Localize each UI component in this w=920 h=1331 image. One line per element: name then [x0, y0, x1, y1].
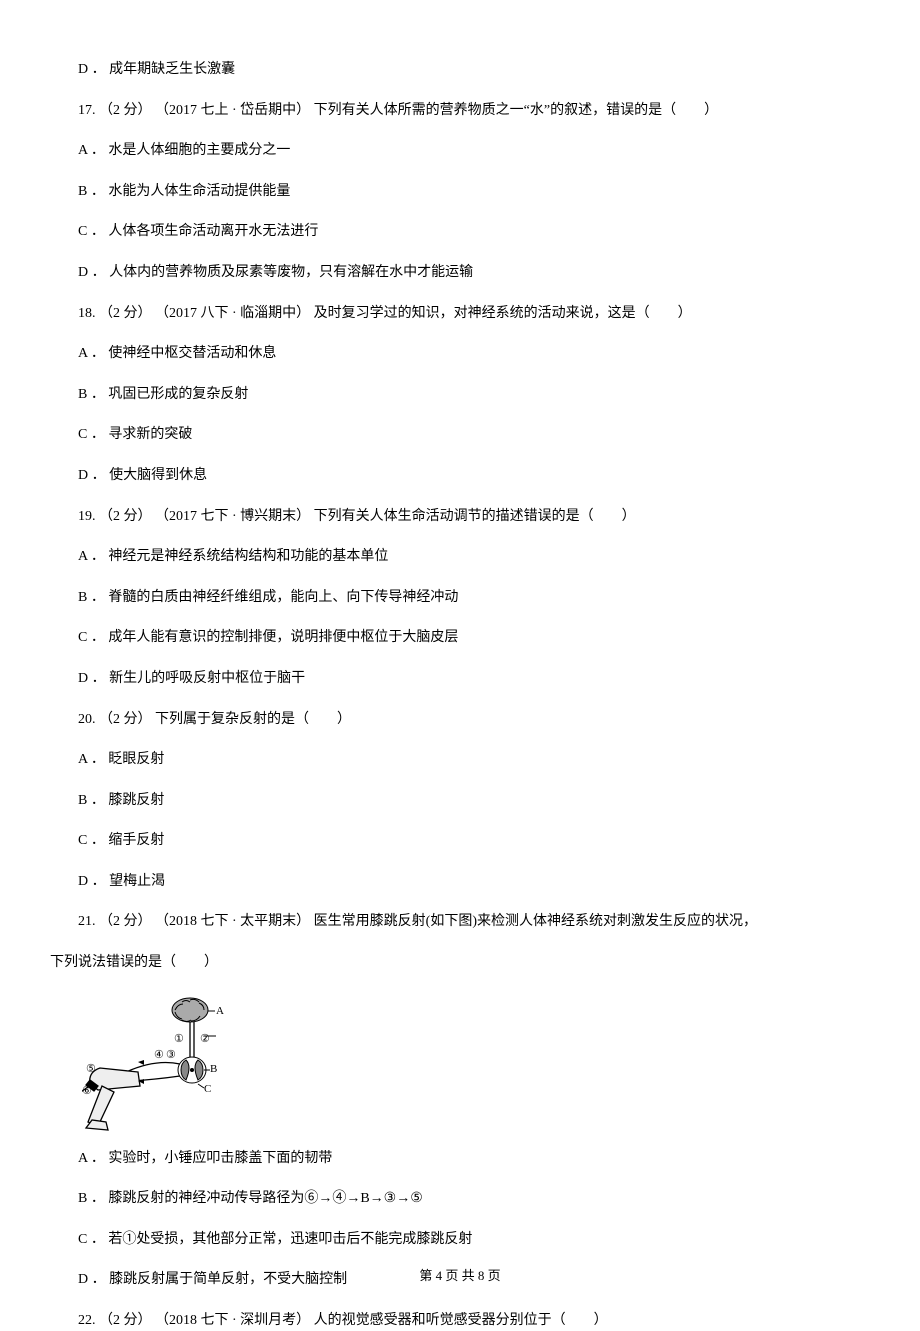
label-2: ②: [200, 1033, 210, 1045]
q21-option-b: B ． 膝跳反射的神经冲动传导路径为⑥→④→B→③→⑤: [50, 1189, 870, 1209]
q20-option-c: C ． 缩手反射: [50, 831, 870, 851]
q21-stem-part1: 21. （2 分） （2018 七下 · 太平期末） 医生常用膝跳反射(如下图)…: [50, 912, 870, 932]
label-1: ①: [174, 1033, 184, 1045]
q19-option-c: C ． 成年人能有意识的控制排便，说明排便中枢位于大脑皮层: [50, 628, 870, 648]
label-C: C: [204, 1083, 211, 1095]
q19-option-b: B ． 脊髓的白质由神经纤维组成，能向上、向下传导神经冲动: [50, 588, 870, 608]
q19-stem: 19. （2 分） （2017 七下 · 博兴期末） 下列有关人体生命活动调节的…: [50, 507, 870, 527]
q18-option-b: B ． 巩固已形成的复杂反射: [50, 385, 870, 405]
q20-option-d: D ． 望梅止渴: [50, 872, 870, 892]
q22-stem: 22. （2 分） （2018 七下 · 深圳月考） 人的视觉感受器和听觉感受器…: [50, 1311, 870, 1331]
q20-option-a: A ． 眨眼反射: [50, 750, 870, 770]
q17-option-c: C ． 人体各项生命活动离开水无法进行: [50, 222, 870, 242]
q20-stem: 20. （2 分） 下列属于复杂反射的是（ ）: [50, 710, 870, 730]
q19-option-d: D ． 新生儿的呼吸反射中枢位于脑干: [50, 669, 870, 689]
page-footer: 第 4 页 共 8 页: [0, 1265, 920, 1284]
label-5: ⑤: [86, 1063, 96, 1075]
q21-option-a: A ． 实验时，小锤应叩击膝盖下面的韧带: [50, 1149, 870, 1169]
q18-option-c: C ． 寻求新的突破: [50, 425, 870, 445]
q16-option-d: D ． 成年期缺乏生长激囊: [50, 60, 870, 80]
reflex-diagram-icon: A B C ① ② ④ ③ ⑤ ⑥: [82, 994, 252, 1134]
q17-option-b: B ． 水能为人体生命活动提供能量: [50, 182, 870, 202]
q21-option-c: C ． 若①处受损，其他部分正常，迅速叩击后不能完成膝跳反射: [50, 1230, 870, 1250]
label-6: ⑥: [82, 1085, 92, 1097]
q17-option-d: D ． 人体内的营养物质及尿素等废物，只有溶解在水中才能运输: [50, 263, 870, 283]
q19-option-a: A ． 神经元是神经系统结构结构和功能的基本单位: [50, 547, 870, 567]
label-3: ③: [166, 1049, 176, 1061]
knee-jerk-reflex-figure: A B C ① ② ④ ③ ⑤ ⑥: [82, 994, 870, 1139]
q20-option-b: B ． 膝跳反射: [50, 791, 870, 811]
label-B: B: [210, 1063, 217, 1075]
q17-option-a: A ． 水是人体细胞的主要成分之一: [50, 141, 870, 161]
label-A: A: [216, 1005, 224, 1017]
q18-stem: 18. （2 分） （2017 八下 · 临淄期中） 及时复习学过的知识，对神经…: [50, 304, 870, 324]
q17-stem: 17. （2 分） （2017 七上 · 岱岳期中） 下列有关人体所需的营养物质…: [50, 101, 870, 121]
q18-option-d: D ． 使大脑得到休息: [50, 466, 870, 486]
q18-option-a: A ． 使神经中枢交替活动和休息: [50, 344, 870, 364]
label-4: ④: [154, 1049, 164, 1061]
q21-stem-part2: 下列说法错误的是（ ）: [50, 953, 870, 973]
